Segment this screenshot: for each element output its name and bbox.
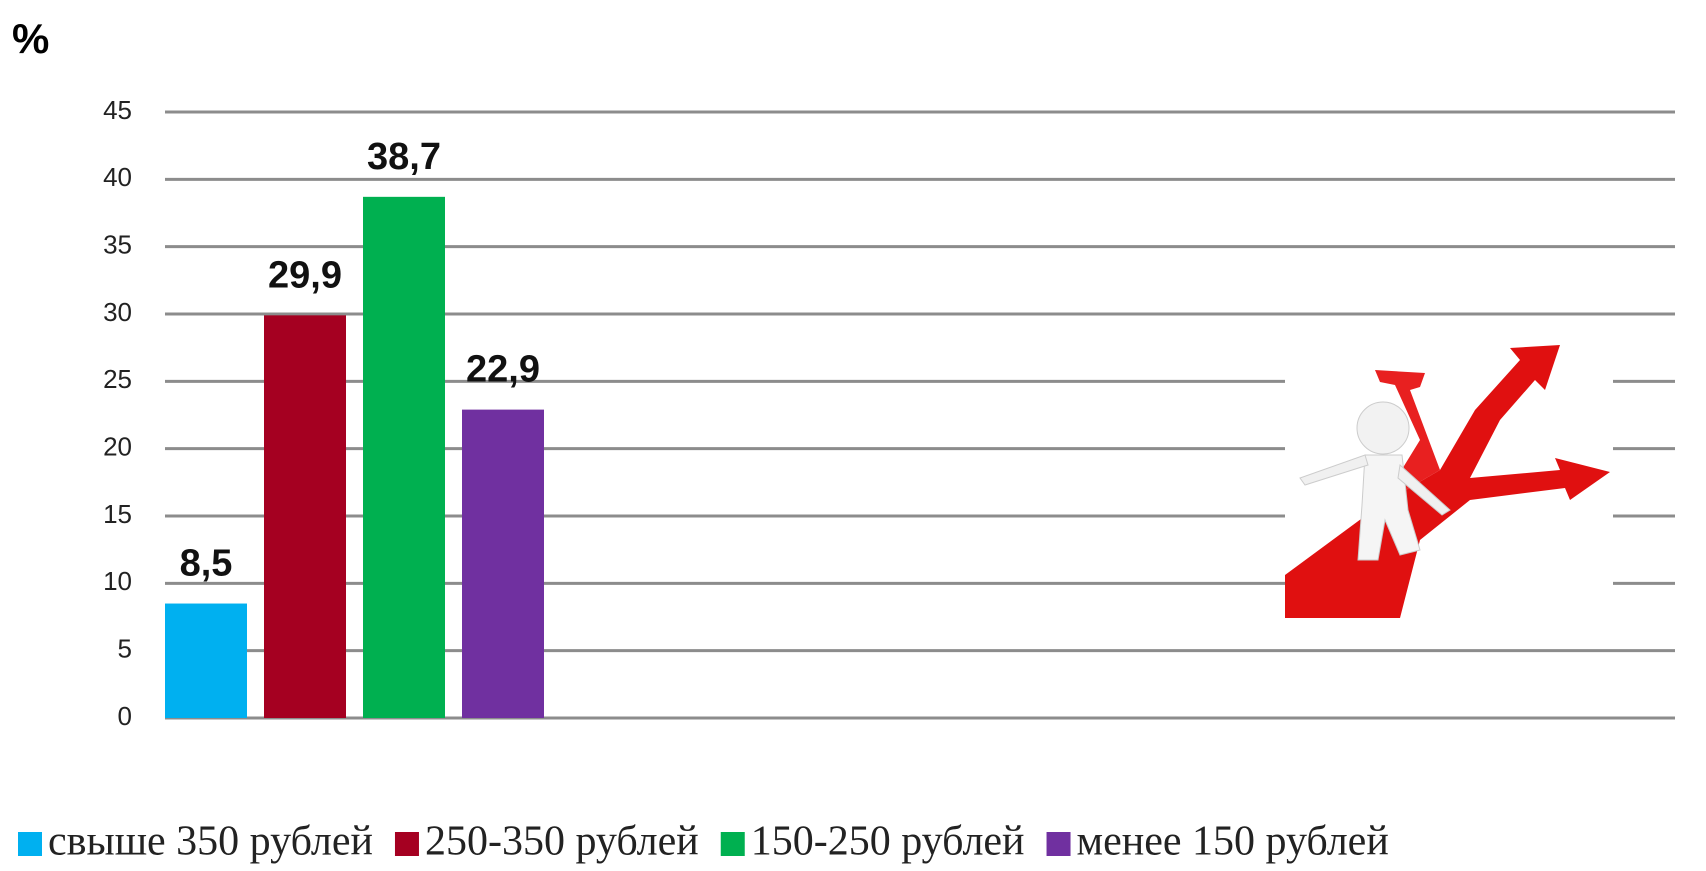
legend-label: 150-250 рублей [751, 819, 1025, 865]
bar [264, 315, 346, 718]
y-tick-label: 5 [118, 634, 132, 664]
legend-swatch [1046, 832, 1071, 856]
data-label: 29,9 [268, 254, 342, 296]
bar [462, 409, 544, 718]
y-tick-label: 40 [103, 162, 132, 192]
legend-swatch [394, 832, 419, 856]
y-tick-label: 15 [103, 499, 132, 529]
legend-label: менее 150 рублей [1077, 819, 1389, 865]
legend-swatch [720, 832, 745, 856]
illustration [1285, 345, 1613, 622]
legend-swatch [18, 832, 42, 856]
y-axis-label: % [12, 15, 49, 62]
y-tick-label: 35 [103, 230, 132, 260]
legend-label: 250-350 рублей [425, 819, 699, 865]
y-tick-label: 25 [103, 364, 132, 394]
data-label: 8,5 [180, 543, 233, 585]
y-tick-label: 20 [103, 432, 132, 462]
y-tick-label: 10 [103, 566, 132, 596]
y-tick-label: 0 [118, 701, 132, 731]
data-label: 22,9 [466, 349, 540, 391]
y-tick-label: 30 [103, 297, 132, 327]
bar [165, 603, 247, 718]
y-tick-label: 45 [103, 95, 132, 125]
legend-label: свыше 350 рублей [48, 819, 373, 865]
bar [363, 196, 445, 719]
data-label: 38,7 [367, 136, 441, 178]
